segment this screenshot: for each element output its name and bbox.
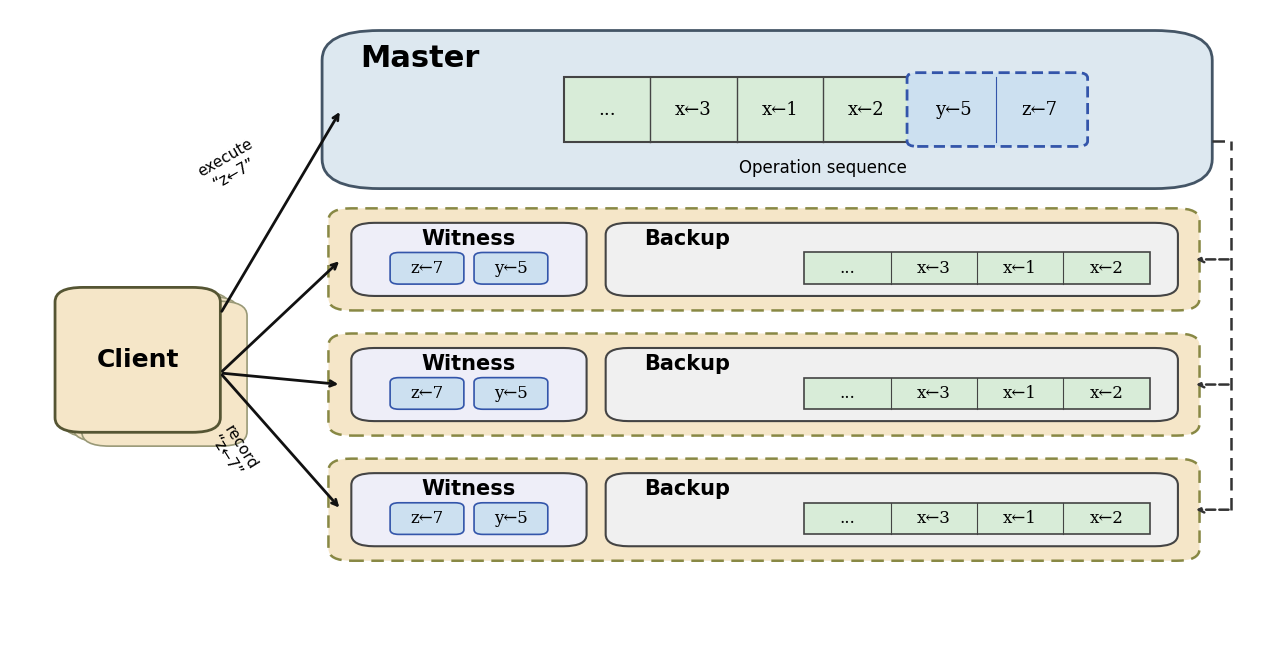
FancyBboxPatch shape: [390, 503, 463, 534]
Text: y←5: y←5: [494, 259, 527, 277]
Text: record
“z←7”: record “z←7”: [206, 423, 260, 482]
Text: z←7: z←7: [411, 259, 444, 277]
Text: Backup: Backup: [644, 479, 730, 499]
FancyBboxPatch shape: [323, 31, 1212, 189]
Text: ...: ...: [598, 101, 616, 119]
Text: ...: ...: [840, 510, 855, 527]
FancyBboxPatch shape: [474, 503, 548, 534]
FancyBboxPatch shape: [474, 378, 548, 410]
Bar: [804, 253, 1149, 284]
FancyBboxPatch shape: [82, 301, 247, 446]
FancyBboxPatch shape: [390, 253, 463, 284]
Text: x←1: x←1: [1004, 385, 1037, 402]
FancyBboxPatch shape: [55, 287, 220, 432]
Text: x←1: x←1: [1004, 259, 1037, 277]
Text: x←1: x←1: [1004, 510, 1037, 527]
FancyBboxPatch shape: [605, 473, 1178, 546]
Text: x←3: x←3: [675, 101, 712, 119]
FancyBboxPatch shape: [64, 292, 229, 437]
Text: Backup: Backup: [644, 354, 730, 374]
Text: Witness: Witness: [422, 479, 516, 499]
Text: Operation sequence: Operation sequence: [739, 159, 908, 177]
Text: y←5: y←5: [494, 385, 527, 402]
Text: y←5: y←5: [934, 101, 972, 119]
Text: Witness: Witness: [422, 354, 516, 374]
Bar: [563, 77, 910, 143]
FancyBboxPatch shape: [351, 223, 586, 296]
FancyBboxPatch shape: [73, 297, 238, 442]
Text: x←3: x←3: [916, 259, 951, 277]
Text: x←2: x←2: [1089, 385, 1124, 402]
Text: x←2: x←2: [849, 101, 884, 119]
Text: Client: Client: [96, 348, 179, 372]
FancyBboxPatch shape: [390, 378, 463, 410]
FancyBboxPatch shape: [605, 223, 1178, 296]
FancyBboxPatch shape: [351, 473, 586, 546]
Text: z←7: z←7: [411, 510, 444, 527]
FancyBboxPatch shape: [329, 208, 1199, 310]
Text: z←7: z←7: [1021, 101, 1057, 119]
Text: x←3: x←3: [916, 510, 951, 527]
Text: Master: Master: [360, 45, 480, 73]
Text: x←3: x←3: [916, 385, 951, 402]
Bar: [804, 503, 1149, 534]
Text: execute
“z←7”: execute “z←7”: [196, 136, 265, 195]
Text: Witness: Witness: [422, 229, 516, 249]
FancyBboxPatch shape: [474, 253, 548, 284]
Text: ...: ...: [840, 385, 855, 402]
Text: z←7: z←7: [411, 385, 444, 402]
Text: x←1: x←1: [762, 101, 799, 119]
FancyBboxPatch shape: [908, 73, 1088, 147]
Text: x←2: x←2: [1089, 510, 1124, 527]
Text: x←2: x←2: [1089, 259, 1124, 277]
FancyBboxPatch shape: [329, 459, 1199, 561]
Text: Backup: Backup: [644, 229, 730, 249]
FancyBboxPatch shape: [351, 348, 586, 421]
Bar: [804, 378, 1149, 410]
Text: y←5: y←5: [494, 510, 527, 527]
Text: ...: ...: [840, 259, 855, 277]
FancyBboxPatch shape: [329, 334, 1199, 436]
FancyBboxPatch shape: [605, 348, 1178, 421]
